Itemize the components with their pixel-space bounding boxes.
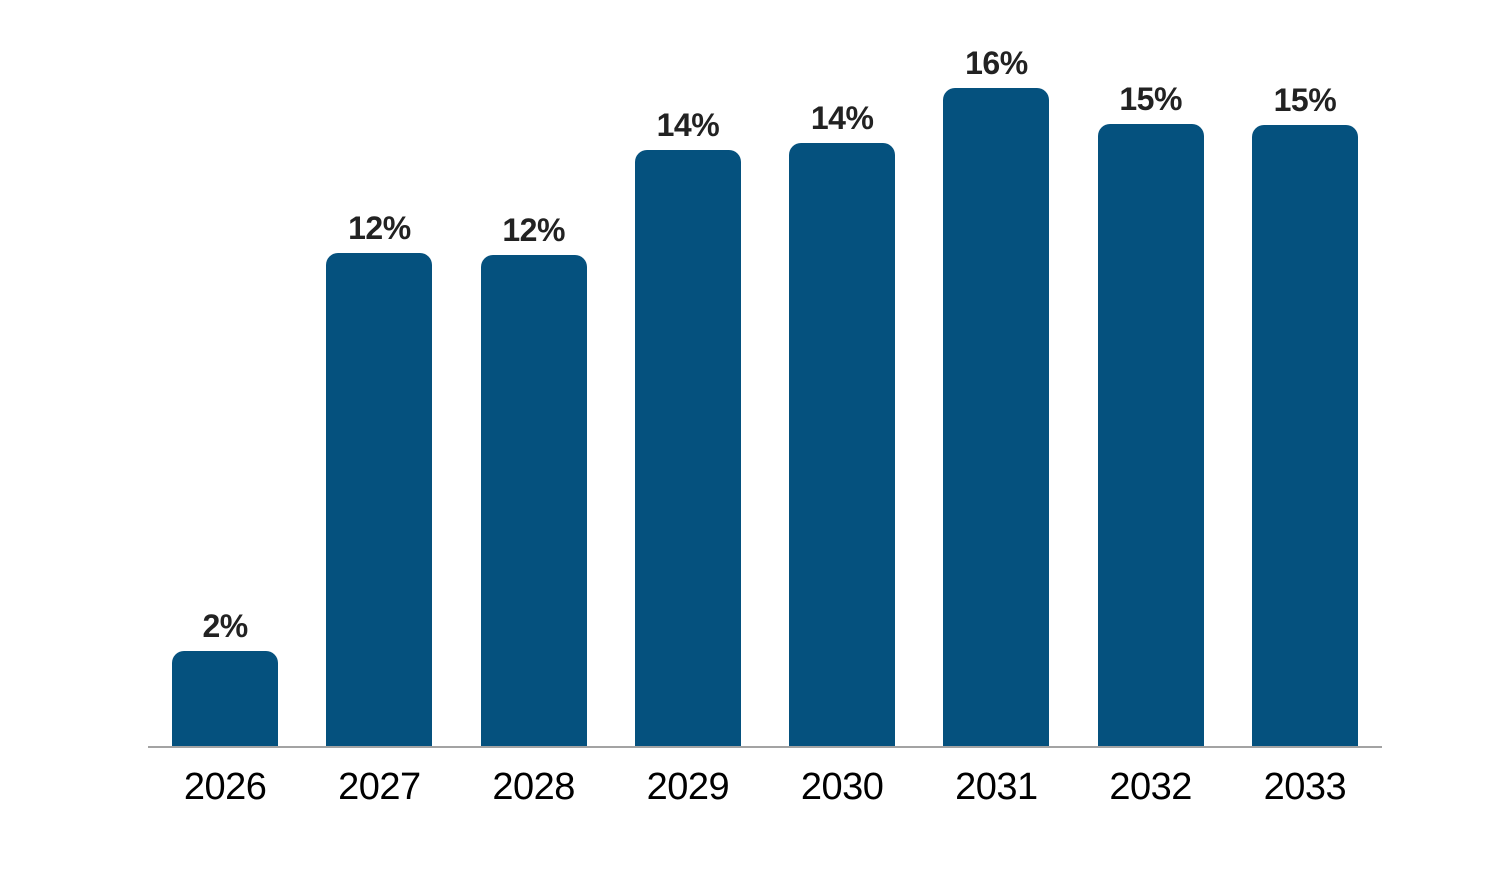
x-tick-label: 2032 bbox=[1109, 766, 1192, 808]
x-tick-label: 2031 bbox=[955, 766, 1038, 808]
x-tick-label: 2027 bbox=[338, 766, 421, 808]
x-axis-labels: 2026 2027 2028 2029 2030 2031 2032 2033 bbox=[148, 766, 1382, 810]
bar-2033 bbox=[1251, 125, 1358, 746]
bar-2026 bbox=[172, 651, 279, 746]
bar-2027 bbox=[326, 253, 433, 746]
bar-2031 bbox=[943, 88, 1050, 746]
bar-value-label: 15% bbox=[1119, 81, 1182, 117]
bar-value-label: 16% bbox=[965, 45, 1028, 81]
x-tick-label: 2028 bbox=[492, 766, 575, 808]
bar-value-label: 14% bbox=[810, 100, 874, 136]
bar-column: 15% bbox=[1074, 0, 1228, 746]
plot-area: 2% 12% 12% 14% 14% 16% 15% 15% bbox=[148, 0, 1382, 746]
bar-value-label: 15% bbox=[1273, 82, 1337, 118]
bar-value-label: 14% bbox=[656, 107, 720, 143]
x-axis-line bbox=[148, 746, 1382, 748]
bar-2030 bbox=[789, 143, 896, 746]
bar-2032 bbox=[1097, 124, 1204, 746]
bar-column: 12% bbox=[302, 0, 456, 746]
bar-value-label: 2% bbox=[202, 608, 249, 644]
x-tick-label: 2033 bbox=[1263, 766, 1347, 808]
bar-column: 16% bbox=[919, 0, 1073, 746]
bar-value-label: 12% bbox=[348, 210, 411, 246]
bar-column: 14% bbox=[765, 0, 919, 746]
x-tick-label: 2029 bbox=[646, 766, 730, 808]
bar-2029 bbox=[634, 150, 741, 746]
bar-column: 2% bbox=[148, 0, 302, 746]
bar-column: 15% bbox=[1228, 0, 1382, 746]
x-tick-label: 2026 bbox=[183, 766, 267, 808]
bar-2028 bbox=[480, 255, 587, 746]
x-tick-label: 2030 bbox=[800, 766, 884, 808]
bar-column: 12% bbox=[457, 0, 611, 746]
bar-column: 14% bbox=[611, 0, 765, 746]
bar-value-label: 12% bbox=[502, 212, 565, 248]
